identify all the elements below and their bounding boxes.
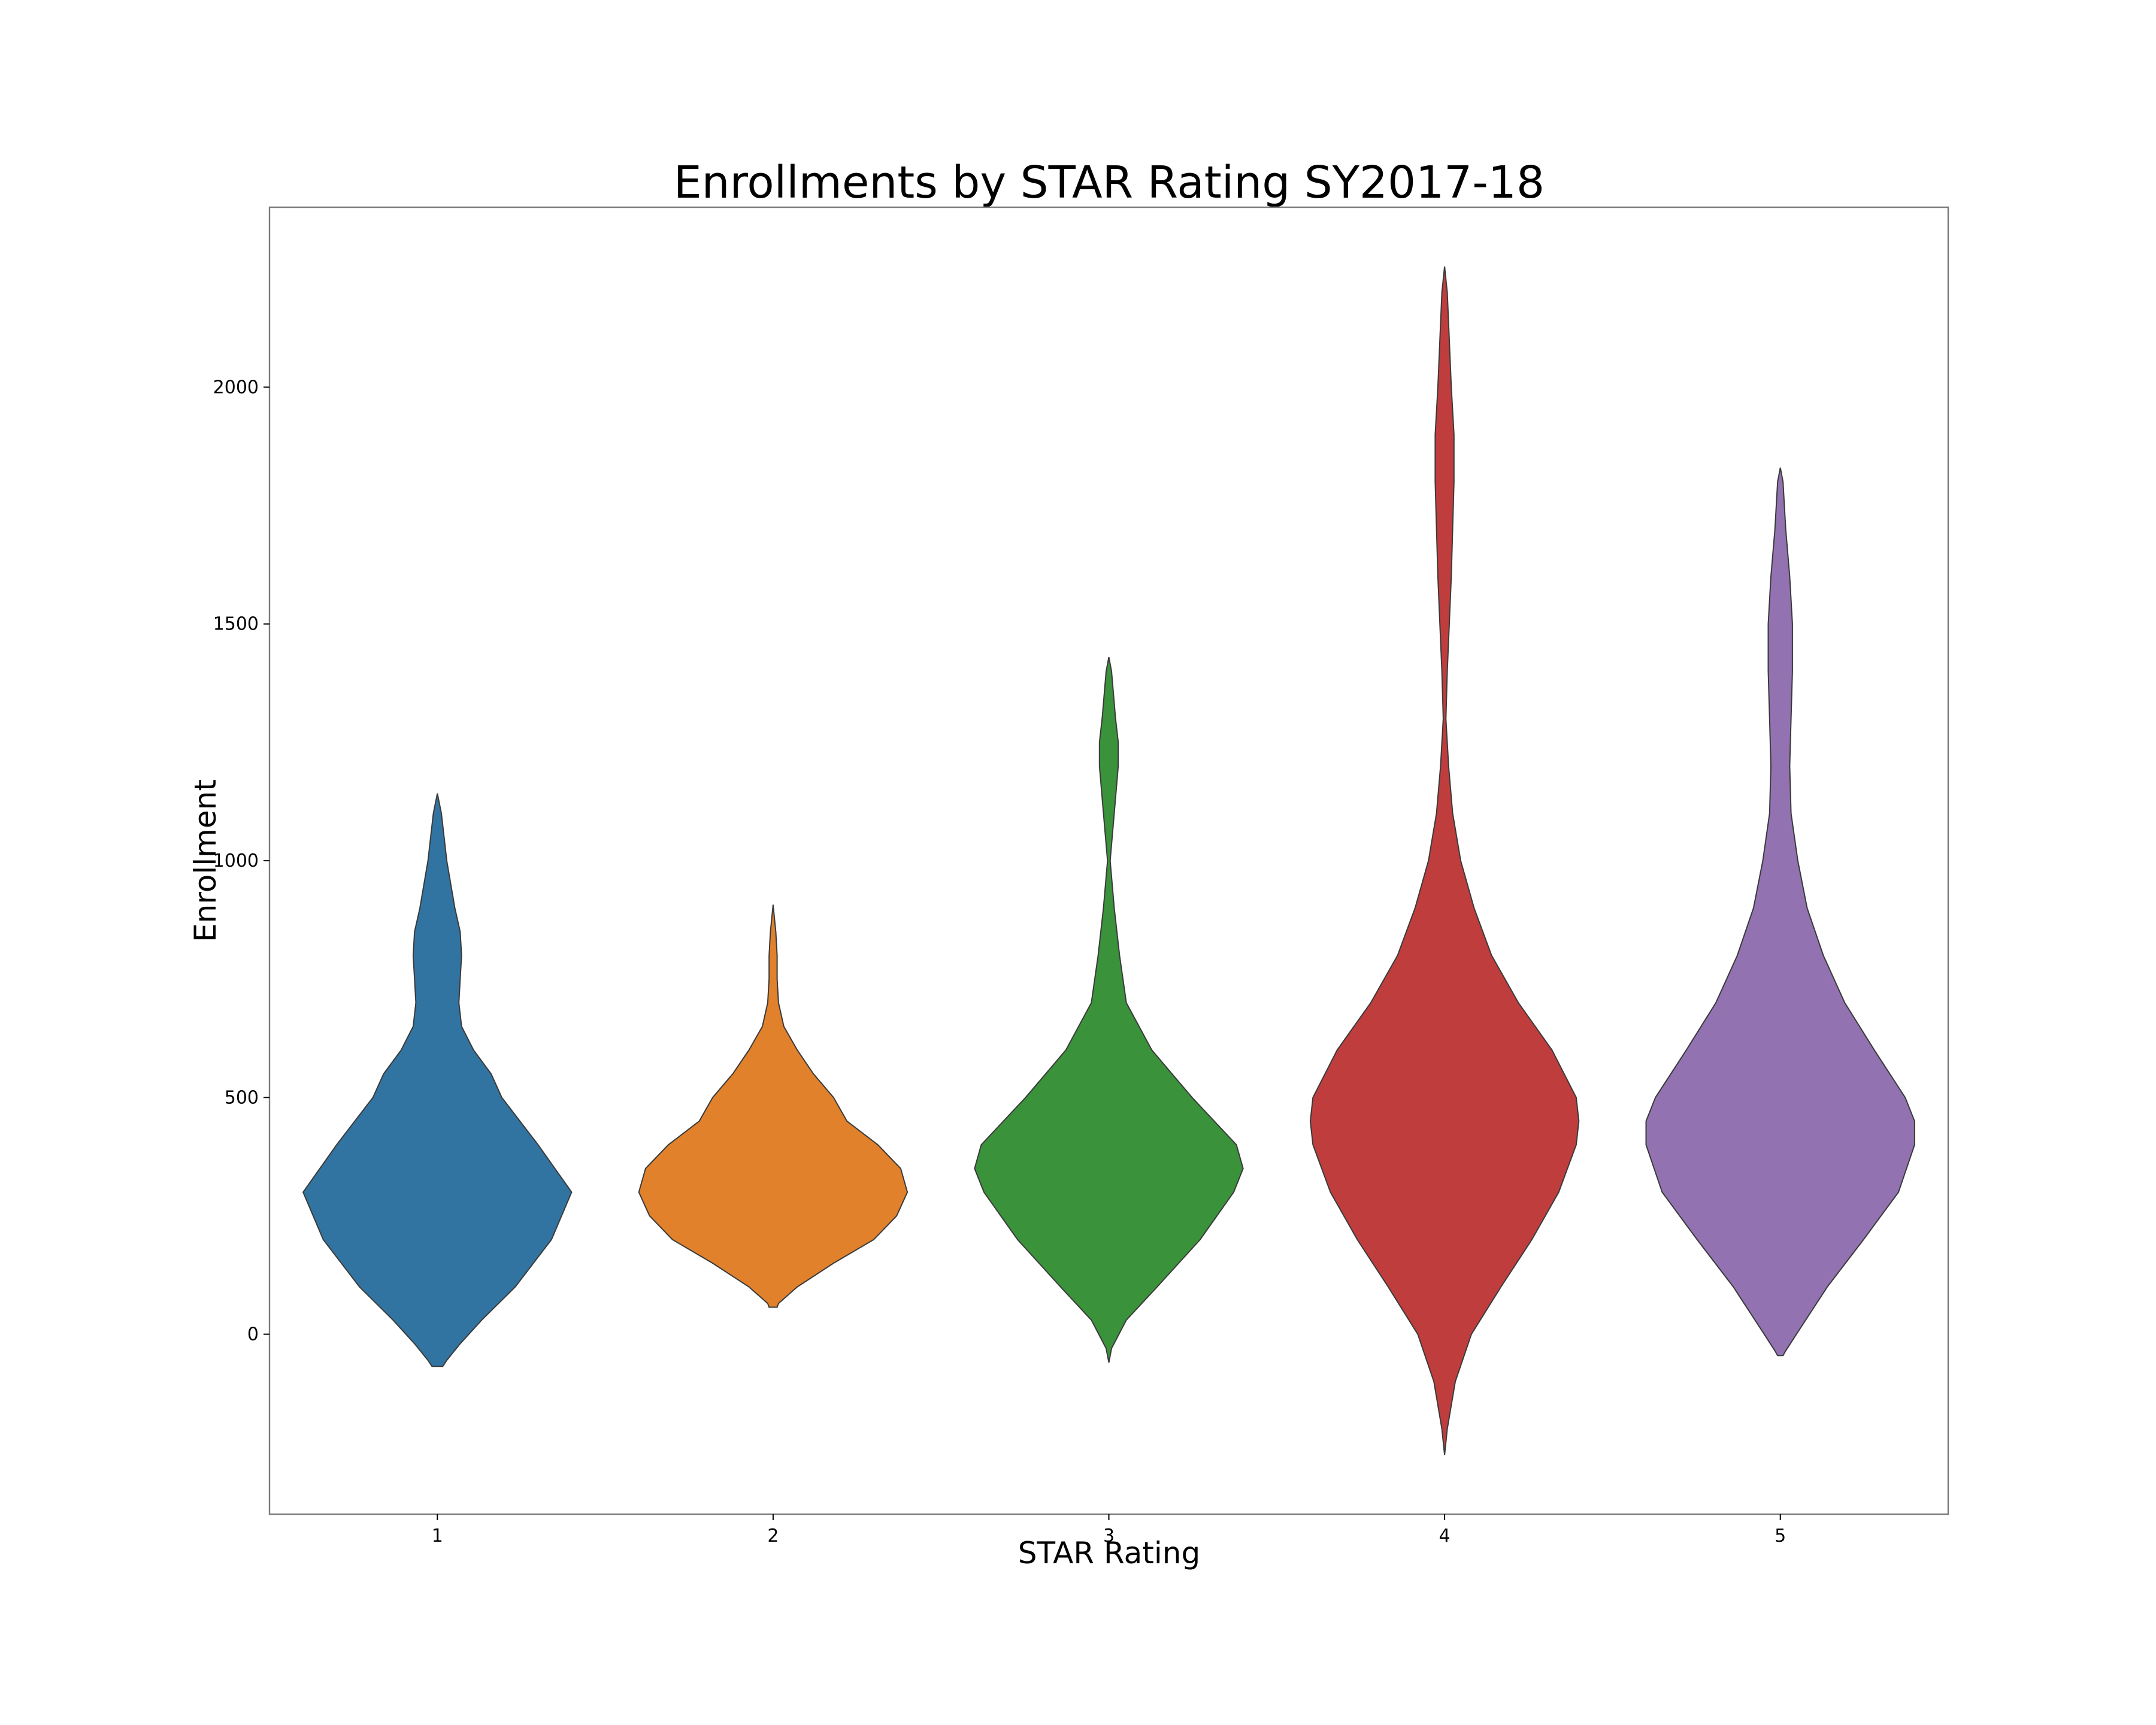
violin-rating-5 <box>1645 467 1915 1357</box>
violin-rating-1 <box>302 793 573 1367</box>
y-tick-label: 1500 <box>213 614 259 635</box>
y-tick-label: 1000 <box>213 851 259 871</box>
y-axis-label: Enrollment <box>188 779 223 942</box>
y-tick-label: 500 <box>225 1087 259 1108</box>
x-tick-label: 2 <box>767 1526 779 1547</box>
y-axis: 0 500 1000 1500 2000 <box>213 377 270 1345</box>
x-tick-label: 5 <box>1775 1526 1786 1547</box>
violin-group <box>302 266 1915 1455</box>
violin-rating-4 <box>1309 266 1580 1455</box>
violin-rating-3 <box>974 656 1244 1363</box>
x-tick-label: 3 <box>1103 1526 1115 1547</box>
chart-title: Enrollments by STAR Rating SY2017-18 <box>674 157 1545 208</box>
violin-rating-2 <box>638 904 909 1308</box>
y-tick-label: 0 <box>247 1324 259 1345</box>
x-axis-label: STAR Rating <box>1018 1536 1200 1570</box>
y-tick-label: 2000 <box>213 377 259 398</box>
x-tick-label: 4 <box>1439 1526 1451 1547</box>
x-tick-label: 1 <box>432 1526 443 1547</box>
x-axis: 1 2 3 4 5 <box>432 1514 1786 1547</box>
